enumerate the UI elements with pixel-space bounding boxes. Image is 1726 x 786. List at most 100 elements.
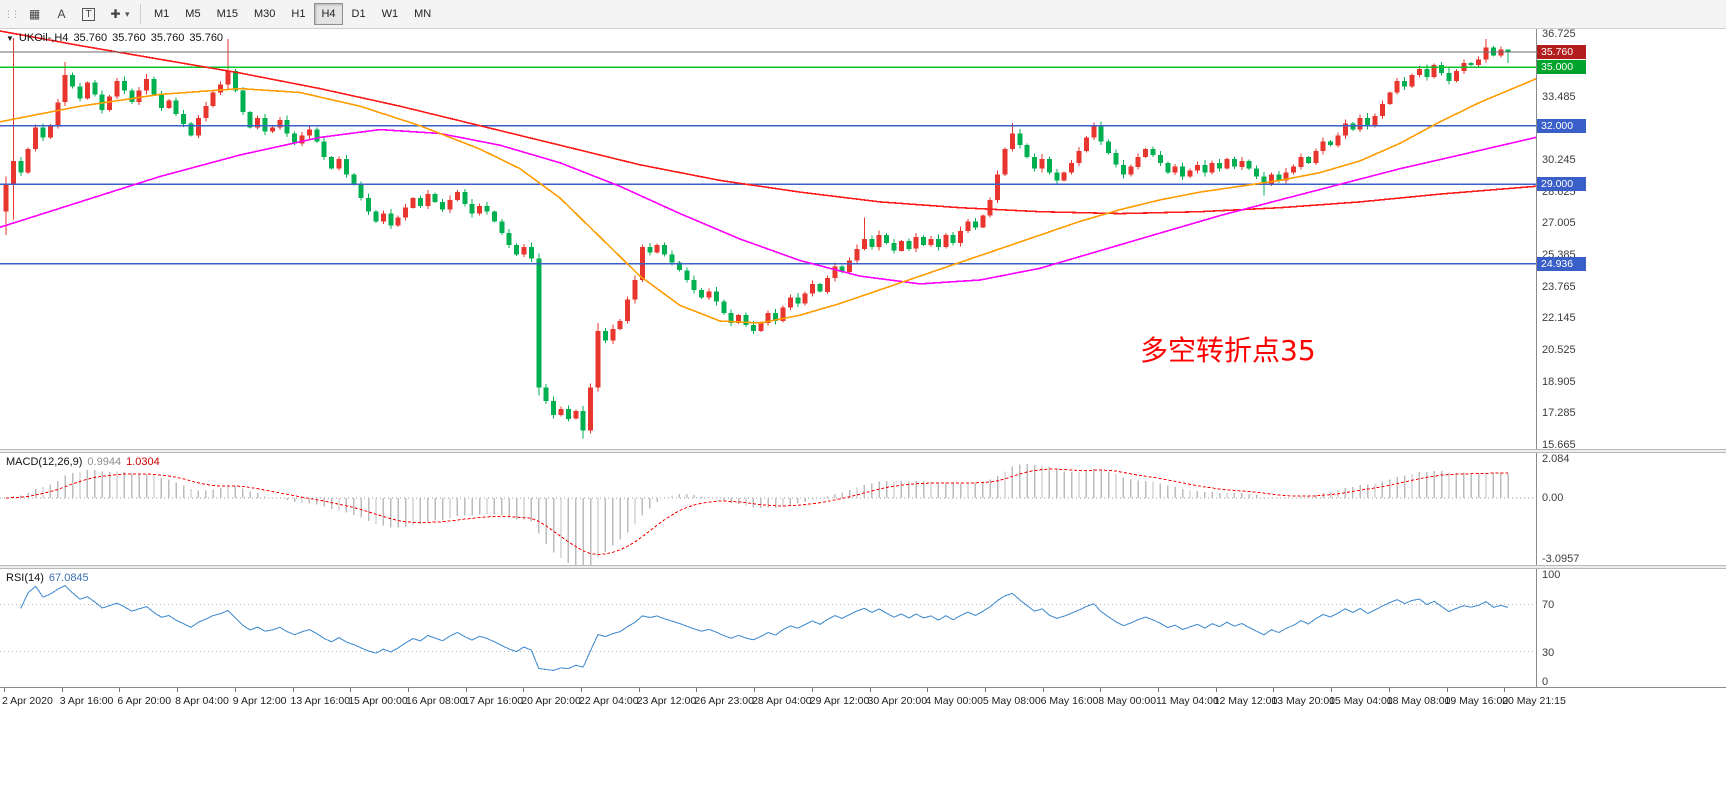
price-tick-label: 33.485 <box>1542 90 1576 103</box>
rsi-value: 67.0845 <box>48 572 89 584</box>
rsi-chart <box>0 585 1536 671</box>
macd-axis-label: 2.084 <box>1542 453 1570 465</box>
rsi-header: RSI(14) 67.0845 <box>6 572 94 584</box>
timeframe-h1[interactable]: H1 <box>284 3 312 25</box>
time-tick <box>61 688 63 692</box>
toolbar-drag-handle[interactable]: ⋮⋮ <box>4 8 20 19</box>
time-label: 15 May 04:00 <box>1329 695 1393 707</box>
panel-splitter[interactable] <box>0 449 1726 453</box>
time-label: 9 Apr 12:00 <box>232 695 287 707</box>
timeframe-button-group: M1 M5 M15 M30 H1 H4 D1 W1 MN <box>146 3 439 25</box>
time-tick <box>465 688 467 692</box>
time-tick <box>350 688 352 692</box>
chart-ohlc-header: ▼ UKOil-,H4 35.760 35.760 35.760 35.760 <box>6 32 228 44</box>
price-tick-label: 23.765 <box>1542 280 1576 293</box>
time-axis[interactable]: 2 Apr 2020 3 Apr 16:00 6 Apr 20:00 8 Apr 04… <box>0 687 1726 711</box>
bottom-filler <box>0 711 1726 786</box>
timeframe-m15[interactable]: M15 <box>210 3 245 25</box>
rsi-axis-label: 70 <box>1542 599 1555 612</box>
time-tick <box>4 688 5 692</box>
symbol-dropdown-icon[interactable]: ▼ <box>6 34 14 43</box>
timeframe-w1[interactable]: W1 <box>375 3 406 25</box>
rsi-axis-label: 0 <box>1542 676 1549 688</box>
time-tick <box>811 688 813 692</box>
panel-splitter[interactable] <box>0 565 1726 569</box>
time-tick <box>1504 688 1506 692</box>
price-tick-label: 20.525 <box>1542 343 1576 356</box>
time-tick <box>1446 688 1448 692</box>
chart-windows-icon[interactable]: ▦ <box>22 3 47 25</box>
price-tag-32.000: 32.000 <box>1537 119 1586 133</box>
time-tick <box>1388 688 1390 692</box>
time-tick <box>754 688 756 692</box>
rsi-axis-label: 100 <box>1542 569 1561 581</box>
price-tag-35.760: 35.760 <box>1537 45 1586 59</box>
close-value: 35.760 <box>189 32 224 44</box>
time-label: 20 May 21:15 <box>1502 695 1566 707</box>
symbol-period-label: UKOil-,H4 <box>18 32 69 44</box>
rsi-axis[interactable]: 100 70 30 0 <box>1536 569 1726 688</box>
time-label: 30 Apr 20:00 <box>867 695 928 707</box>
price-tick-label: 36.725 <box>1542 28 1576 40</box>
crosshair-tool-button[interactable]: ✚ <box>103 3 128 25</box>
time-label: 13 May 20:00 <box>1271 695 1336 707</box>
time-label: 5 May 08:00 <box>982 695 1041 707</box>
time-tick <box>869 688 871 692</box>
rsi-axis-label: 30 <box>1542 646 1555 659</box>
time-tick <box>638 688 640 692</box>
macd-axis-label: -3.0957 <box>1542 553 1580 565</box>
macd-header: MACD(12,26,9) 0.9944 1.0304 <box>6 456 165 468</box>
time-label: 13 Apr 16:00 <box>290 695 351 707</box>
price-tick-label: 15.665 <box>1542 438 1576 451</box>
time-tick <box>119 688 121 692</box>
time-tick <box>177 688 179 692</box>
time-tick <box>407 688 409 692</box>
time-label: 29 Apr 12:00 <box>809 695 870 707</box>
timeframe-m1[interactable]: M1 <box>147 3 176 25</box>
chinese-annotation-text: 多空转折点35 <box>1140 334 1316 367</box>
time-tick <box>1100 688 1102 692</box>
time-tick <box>927 688 929 692</box>
price-tick-label: 30.245 <box>1542 153 1576 166</box>
time-label: 18 May 08:00 <box>1386 695 1451 707</box>
time-label: 17 Apr 16:00 <box>463 695 524 707</box>
time-label: 22 Apr 04:00 <box>579 695 639 707</box>
rsi-label: RSI(14) <box>6 572 44 584</box>
price-tick-label: 27.005 <box>1542 217 1576 230</box>
time-label: 28 Apr 04:00 <box>752 695 812 707</box>
rsi-panel[interactable]: RSI(14) 67.0845 <box>0 569 1536 687</box>
macd-axis-label: 0.00 <box>1542 492 1564 505</box>
price-tag-35.000: 35.000 <box>1537 60 1586 74</box>
macd-signal-value: 1.0304 <box>126 456 160 468</box>
time-label: 8 May 00:00 <box>1098 695 1157 707</box>
macd-axis[interactable]: 2.084 0.00 -3.0957 <box>1536 453 1726 565</box>
toolbar-separator <box>140 4 141 24</box>
macd-panel[interactable]: MACD(12,26,9) 0.9944 1.0304 <box>0 453 1536 565</box>
main-price-chart-panel[interactable]: ▼ UKOil-,H4 35.760 35.760 35.760 35.760 多空转折点… <box>0 29 1536 449</box>
price-tick-label: 22.145 <box>1542 312 1576 325</box>
timeframe-d1[interactable]: D1 <box>345 3 373 25</box>
time-tick <box>696 688 698 692</box>
time-label: 8 Apr 04:00 <box>175 695 229 707</box>
macd-label: MACD(12,26,9) <box>6 456 83 468</box>
time-tick <box>581 688 582 692</box>
time-label: 3 Apr 16:00 <box>59 695 114 707</box>
toolbar: ⋮⋮ ▦ A T ✚ ▾ M1 M5 M15 M30 H1 H4 D1 W1 MN <box>0 0 1726 29</box>
time-tick <box>1273 688 1275 692</box>
time-tick <box>1158 688 1159 692</box>
price-tick-label: 17.285 <box>1542 407 1576 420</box>
time-label: 15 Apr 00:00 <box>348 695 408 707</box>
chevron-down-icon[interactable]: ▾ <box>125 8 130 19</box>
timeframe-m5[interactable]: M5 <box>178 3 207 25</box>
price-axis[interactable]: 36.725 33.485 30.245 28.625 27.005 25.385 23.7… <box>1536 28 1726 451</box>
time-tick <box>984 688 986 692</box>
timeframe-m30[interactable]: M30 <box>247 3 282 25</box>
time-tick <box>1331 688 1333 692</box>
timeframe-h4[interactable]: H4 <box>314 3 343 25</box>
auto-arrange-button[interactable]: A <box>49 3 74 25</box>
time-label: 26 Apr 23:00 <box>694 695 754 707</box>
timeframe-mn[interactable]: MN <box>407 3 438 25</box>
text-tool-button[interactable]: T <box>76 3 101 25</box>
macd-value: 0.9944 <box>87 456 122 468</box>
price-tag-24.936: 24.936 <box>1537 257 1586 271</box>
